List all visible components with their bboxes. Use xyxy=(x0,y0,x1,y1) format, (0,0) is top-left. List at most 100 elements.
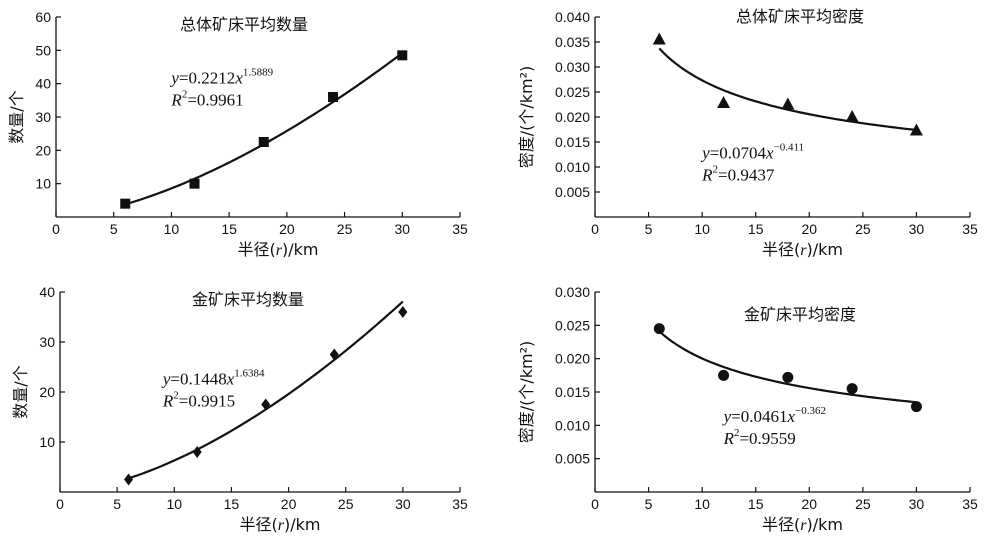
fit-equation: y=0.2212x1.5889 xyxy=(169,67,273,88)
data-point xyxy=(909,123,923,136)
chart-title: 总体矿床平均密度 xyxy=(736,7,864,26)
x-tick-label: 10 xyxy=(694,496,710,512)
x-tick-label: 30 xyxy=(395,496,411,512)
y-tick-label: 40 xyxy=(35,76,51,92)
fit-equation: y=0.1448x1.6384 xyxy=(161,368,265,389)
chart-panel-1: 0 5 10 15 20 25 30 35 10 20 30 40 50 60 总体矿床平均数量半径(r)/… xyxy=(7,9,468,259)
x-tick-label: 30 xyxy=(909,221,925,237)
y-tick-label: 0.025 xyxy=(555,317,590,333)
fit-curve xyxy=(128,300,404,480)
data-point xyxy=(120,198,131,209)
fit-curve xyxy=(658,47,917,132)
data-point xyxy=(718,369,730,381)
x-tick-label: 0 xyxy=(591,496,599,512)
data-point xyxy=(653,323,665,335)
y-tick-label: 20 xyxy=(39,384,55,400)
y-tick-label: 0.035 xyxy=(555,34,590,50)
x-tick-label: 10 xyxy=(166,496,182,512)
x-axis-label: 半径(r)/km xyxy=(762,240,843,259)
y-tick-label: 0.010 xyxy=(555,159,590,175)
chart-title: 总体矿床平均数量 xyxy=(180,15,308,34)
x-tick-label: 5 xyxy=(113,496,121,512)
x-tick-label: 25 xyxy=(855,221,871,237)
data-point xyxy=(397,50,408,61)
fit-curve xyxy=(658,330,917,404)
x-tick-label: 15 xyxy=(221,221,237,237)
x-tick-label: 5 xyxy=(645,496,653,512)
fit-r-squared: R2=0.9559 xyxy=(723,427,796,448)
x-axis-label: 半径(r)/km xyxy=(762,515,843,534)
y-axis-label: 密度/(个/km²) xyxy=(517,341,536,444)
y-tick-label: 0.015 xyxy=(555,384,590,400)
y-tick-label: 0.020 xyxy=(555,351,590,367)
x-tick-label: 30 xyxy=(909,496,925,512)
data-point xyxy=(261,398,271,411)
y-tick-label: 0.005 xyxy=(555,451,590,467)
data-point xyxy=(258,137,269,147)
y-tick-label: 10 xyxy=(39,434,55,450)
y-tick-label: 50 xyxy=(35,42,51,58)
y-tick-label: 0.030 xyxy=(555,284,590,300)
x-tick-label: 25 xyxy=(337,221,353,237)
x-tick-label: 0 xyxy=(52,221,60,237)
fit-r-squared: R2=0.9915 xyxy=(162,390,235,411)
x-tick-label: 5 xyxy=(110,221,118,237)
data-point xyxy=(192,446,202,458)
x-tick-label: 25 xyxy=(338,496,354,512)
x-axis-label: 半径(r)/km xyxy=(238,240,319,259)
y-tick-label: 0.015 xyxy=(555,134,590,150)
chart-panel-2: 0 5 10 15 20 25 30 35 0.005 0.010 0.015 0.020 0.025 0… xyxy=(517,7,978,259)
chart-title: 金矿床平均密度 xyxy=(744,305,856,324)
x-tick-label: 35 xyxy=(962,221,978,237)
y-tick-label: 0.010 xyxy=(555,417,590,433)
data-point xyxy=(189,178,200,189)
data-point xyxy=(329,348,339,361)
fit-equation: y=0.0704x−0.411 xyxy=(700,142,804,163)
fit-equation: y=0.0461x−0.362 xyxy=(722,405,826,426)
fit-r-squared: R2=0.9437 xyxy=(701,164,775,185)
x-tick-label: 30 xyxy=(394,221,410,237)
y-tick-label: 10 xyxy=(35,176,51,192)
data-point xyxy=(782,371,794,383)
x-tick-label: 10 xyxy=(164,221,180,237)
fit-r-squared: R2=0.9961 xyxy=(170,89,243,110)
y-tick-label: 0.005 xyxy=(555,184,590,200)
chart-panel-4: 0 5 10 15 20 25 30 35 0.005 0.010 0.015 0.020 0.025 0… xyxy=(517,284,978,534)
data-point xyxy=(845,110,859,122)
y-axis-label: 数量/个 xyxy=(7,90,26,143)
y-tick-label: 0.020 xyxy=(555,109,590,125)
x-tick-label: 20 xyxy=(281,496,297,512)
x-axis-label: 半径(r)/km xyxy=(240,515,321,534)
x-tick-label: 15 xyxy=(224,496,240,512)
x-tick-label: 0 xyxy=(591,221,599,237)
x-tick-label: 20 xyxy=(279,221,295,237)
data-point xyxy=(398,306,408,318)
x-tick-label: 25 xyxy=(855,496,871,512)
chart-title: 金矿床平均数量 xyxy=(192,290,304,309)
y-tick-label: 40 xyxy=(39,284,55,300)
x-tick-label: 35 xyxy=(452,496,468,512)
x-tick-label: 0 xyxy=(56,496,64,512)
x-tick-label: 20 xyxy=(801,496,817,512)
data-point xyxy=(910,401,922,413)
x-tick-label: 35 xyxy=(962,496,978,512)
y-tick-label: 60 xyxy=(35,9,51,25)
y-tick-label: 20 xyxy=(35,142,51,158)
data-point xyxy=(781,97,795,110)
data-point xyxy=(717,96,731,108)
x-tick-label: 5 xyxy=(645,221,653,237)
data-point xyxy=(124,473,134,486)
x-tick-label: 20 xyxy=(801,221,817,237)
data-point xyxy=(652,32,666,45)
y-tick-label: 30 xyxy=(35,109,51,125)
y-tick-label: 0.030 xyxy=(555,59,590,75)
x-tick-label: 15 xyxy=(748,221,764,237)
y-axis-label: 密度/(个/km²) xyxy=(517,66,536,169)
x-tick-label: 15 xyxy=(748,496,764,512)
x-tick-label: 10 xyxy=(694,221,710,237)
data-point xyxy=(328,92,339,102)
y-tick-label: 30 xyxy=(39,334,55,350)
